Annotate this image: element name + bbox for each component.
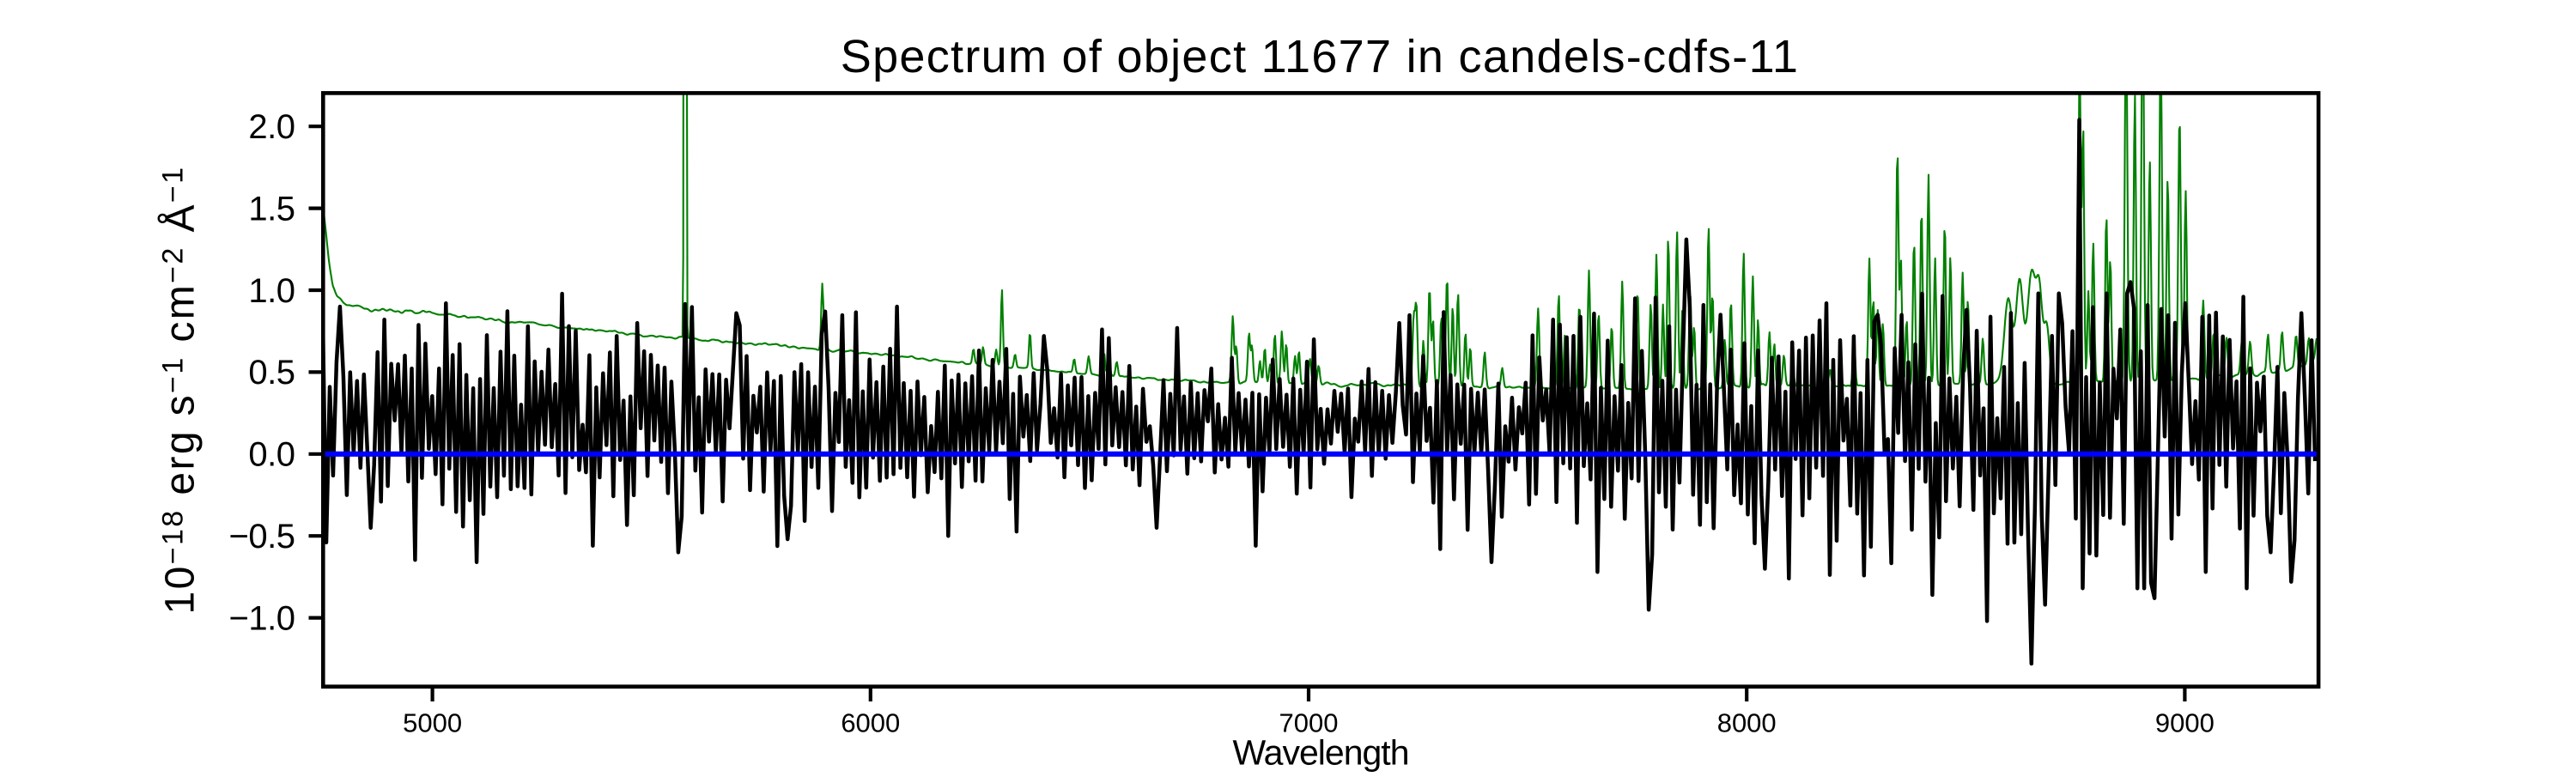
svg-text:−0.5: −0.5 — [229, 518, 295, 555]
svg-text:1.5: 1.5 — [248, 190, 295, 228]
svg-text:−1.0: −1.0 — [229, 599, 295, 637]
svg-text:0.5: 0.5 — [248, 354, 295, 392]
svg-text:Wavelength: Wavelength — [1233, 733, 1409, 773]
svg-text:10−18 erg s−1 cm−2 Å−1: 10−18 erg s−1 cm−2 Å−1 — [156, 166, 203, 615]
svg-text:7000: 7000 — [1279, 708, 1339, 738]
svg-text:2.0: 2.0 — [248, 108, 295, 146]
svg-text:9000: 9000 — [2155, 708, 2215, 738]
svg-text:1.0: 1.0 — [248, 272, 295, 310]
svg-text:8000: 8000 — [1717, 708, 1777, 738]
svg-text:Spectrum of object 11677 in ca: Spectrum of object 11677 in candels-cdfs… — [841, 31, 1800, 82]
svg-text:5000: 5000 — [403, 708, 462, 738]
svg-text:6000: 6000 — [841, 708, 900, 738]
svg-text:0.0: 0.0 — [248, 436, 295, 474]
